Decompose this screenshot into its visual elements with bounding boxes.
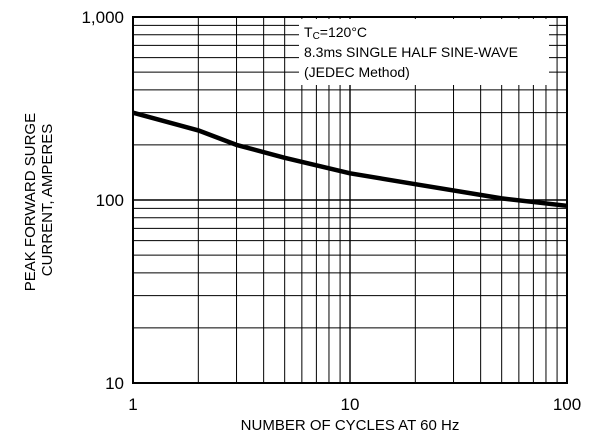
- x-axis-label: NUMBER OF CYCLES AT 60 Hz: [241, 417, 460, 434]
- legend-tc-rest: =120°C: [320, 24, 367, 40]
- series-line-1: [132, 110, 568, 209]
- legend-line-2: 8.3ms SINGLE HALF SINE-WAVE: [304, 44, 518, 60]
- x-tick-labels: 1 10 100: [128, 395, 581, 414]
- y-tick-labels: 10 100 1,000: [81, 8, 124, 393]
- legend-box: TC=120°C 8.3ms SINGLE HALF SINE-WAVE (JE…: [299, 19, 549, 85]
- y-axis-label-line-1: PEAK FORWARD SURGE: [22, 113, 39, 291]
- series-layer: [132, 110, 568, 209]
- plot-frame: [132, 16, 568, 384]
- legend-line-1: TC=120°C: [304, 24, 367, 42]
- y-tick-label: 10: [105, 374, 124, 393]
- legend-tc-sub: C: [313, 31, 320, 42]
- y-axis-label-line-2: CURRENT, AMPERES: [39, 124, 56, 277]
- y-axis-label: PEAK FORWARD SURGE CURRENT, AMPERES: [22, 109, 56, 292]
- y-tick-label: 100: [96, 191, 124, 210]
- x-tick-label: 100: [553, 395, 581, 414]
- legend-tc-main: T: [304, 24, 313, 40]
- legend-background: [299, 19, 549, 85]
- y-tick-label: 1,000: [81, 8, 124, 27]
- x-tick-label: 1: [128, 395, 137, 414]
- x-tick-label: 10: [341, 395, 360, 414]
- legend-line-3: (JEDEC Method): [304, 64, 410, 80]
